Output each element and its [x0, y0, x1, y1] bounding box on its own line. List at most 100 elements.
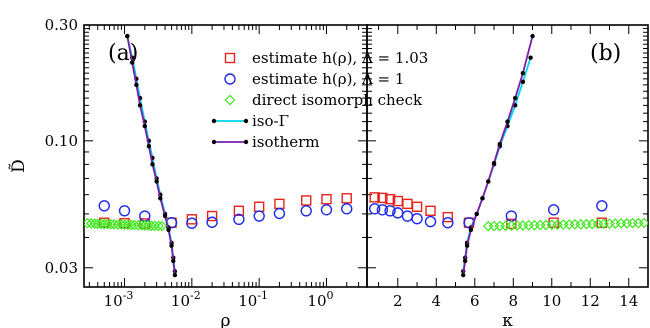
legend-swatch [224, 73, 236, 85]
x-tick-label: 14 [619, 292, 638, 310]
series-group [84, 33, 353, 278]
data-point [401, 210, 414, 222]
data-point [461, 272, 466, 278]
data-point [621, 218, 633, 229]
data-point [424, 215, 437, 228]
data-point [273, 207, 286, 220]
data-point [274, 198, 285, 210]
data-point [596, 200, 608, 212]
data-point [482, 220, 494, 232]
data-point [108, 218, 120, 230]
x-tick-label: 100 [307, 289, 333, 310]
data-point [505, 119, 510, 124]
legend-label: direct isomorph check [252, 91, 423, 109]
data-point [158, 196, 163, 201]
data-point [497, 141, 503, 147]
data-point [368, 203, 381, 215]
series [98, 200, 353, 229]
data-point [162, 213, 168, 219]
data-point [563, 219, 575, 230]
data-point [474, 211, 479, 217]
data-point [233, 213, 245, 226]
data-point [530, 33, 535, 39]
x-tick-label: 10 [542, 292, 561, 310]
legend-entry: estimate h(ρ), Λ = 1.03 [224, 49, 428, 67]
data-point [480, 196, 485, 201]
data-point [84, 217, 93, 229]
x-axis-label: ρ [221, 311, 231, 328]
legend-swatch-dot [243, 118, 249, 124]
data-point [586, 218, 598, 230]
data-point [98, 200, 110, 212]
legend-swatch-dot [211, 118, 217, 124]
data-point [186, 214, 198, 225]
data-point [609, 218, 621, 229]
legend-label: estimate h(ρ), Λ = 1 [252, 70, 404, 88]
x-axis-label: κ [502, 311, 513, 328]
legend-swatch-dot [243, 139, 249, 145]
x-tick-label: 10-1 [238, 289, 268, 310]
data-point [253, 201, 265, 212]
data-point [384, 193, 396, 205]
x-tick-label: 10-3 [104, 289, 134, 310]
data-point [376, 204, 389, 216]
x-tick-exponent: -1 [257, 289, 268, 302]
series [99, 193, 352, 229]
data-point [341, 193, 352, 204]
y-tick-label: 0.03 [45, 259, 78, 277]
data-point [154, 179, 159, 184]
data-point [425, 205, 436, 217]
data-point [142, 220, 154, 231]
data-point [488, 220, 500, 232]
data-point [442, 211, 454, 223]
data-point [125, 219, 137, 231]
legend-label: isotherm [252, 133, 320, 151]
data-point [464, 243, 470, 248]
x-tick-label: 12 [581, 292, 600, 310]
x-tick-exponent: -3 [123, 289, 134, 302]
x-tick-label: 10-2 [171, 289, 201, 310]
x-tick-exponent: -2 [190, 289, 201, 302]
data-point [633, 217, 644, 229]
y-tick-label: 0.10 [45, 132, 78, 150]
series [84, 217, 168, 232]
x-tick-label: 8 [509, 292, 519, 310]
data-point [206, 210, 218, 222]
data-point [369, 192, 380, 203]
data-point [615, 218, 627, 229]
panel-b: 2 4 6 8 10 12 14 κ (b) [366, 24, 649, 328]
data-point [186, 217, 198, 229]
data-point [402, 198, 413, 210]
data-point [486, 179, 491, 184]
data-point [557, 219, 569, 230]
data-point [172, 272, 178, 278]
data-point [119, 219, 130, 231]
data-point [534, 219, 546, 231]
y-tick-label: 0.30 [45, 16, 78, 34]
data-point [118, 205, 131, 217]
series-line [462, 57, 532, 272]
legend-label: iso-Γ [252, 112, 289, 130]
data-point [300, 205, 312, 217]
legend-entry: direct isomorph check [224, 91, 423, 109]
data-point [512, 95, 518, 101]
data-point [156, 220, 168, 232]
data-point [520, 70, 526, 76]
data-point [569, 218, 581, 230]
legend-entry: isotherm [211, 133, 320, 151]
series [482, 217, 648, 232]
data-point [171, 258, 176, 264]
series-group [368, 33, 648, 278]
legend-swatch-dot [211, 139, 217, 145]
data-point [125, 33, 130, 39]
legend-entry: estimate h(ρ), Λ = 1 [224, 70, 404, 88]
series-line [126, 35, 176, 276]
data-point [638, 217, 648, 229]
data-point [442, 217, 454, 229]
y-axis-label: D̃ [9, 159, 29, 173]
data-point [206, 216, 218, 228]
data-point [581, 218, 592, 230]
data-point [547, 204, 560, 216]
data-point [411, 201, 423, 212]
